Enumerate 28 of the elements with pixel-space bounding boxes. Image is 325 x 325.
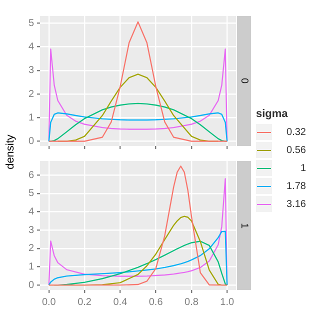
legend-label: 0.32	[286, 126, 306, 138]
text: 1	[238, 222, 250, 228]
x-tick-label: 0.6	[148, 296, 164, 308]
y-tick-label: 4	[28, 41, 34, 52]
text: 0	[238, 78, 250, 84]
y-tick-label: 5	[28, 18, 34, 29]
y-tick-label: 3	[28, 224, 34, 236]
x-tick-label: 0.8	[184, 296, 199, 308]
y-tick-label: 2	[28, 88, 34, 100]
text: 1	[299, 162, 306, 174]
y-tick-label: 0	[28, 280, 34, 291]
y-tick-label: 2	[28, 243, 34, 254]
x-tick-label: 0.4	[113, 296, 128, 308]
legend-label: 1.78	[286, 180, 306, 192]
legend-label: 0.56	[286, 144, 306, 156]
legend-title: sigma	[256, 108, 289, 120]
y-tick-label: 6	[28, 170, 34, 181]
x-tick-label: 1.0	[220, 296, 234, 308]
y-tick-label: 1	[28, 112, 34, 124]
y-tick-label: 0	[28, 136, 34, 148]
legend-label: 3.16	[286, 198, 306, 210]
x-tick-label: 0.0	[42, 296, 56, 308]
y-tick-label: 1	[28, 261, 34, 272]
x-tick-label: 0.2	[78, 296, 92, 308]
y-tick-label: 3	[28, 65, 34, 76]
y-tick-label: 4	[28, 206, 34, 218]
y-axis-title: density	[4, 134, 16, 170]
y-tick-label: 5	[28, 188, 34, 200]
